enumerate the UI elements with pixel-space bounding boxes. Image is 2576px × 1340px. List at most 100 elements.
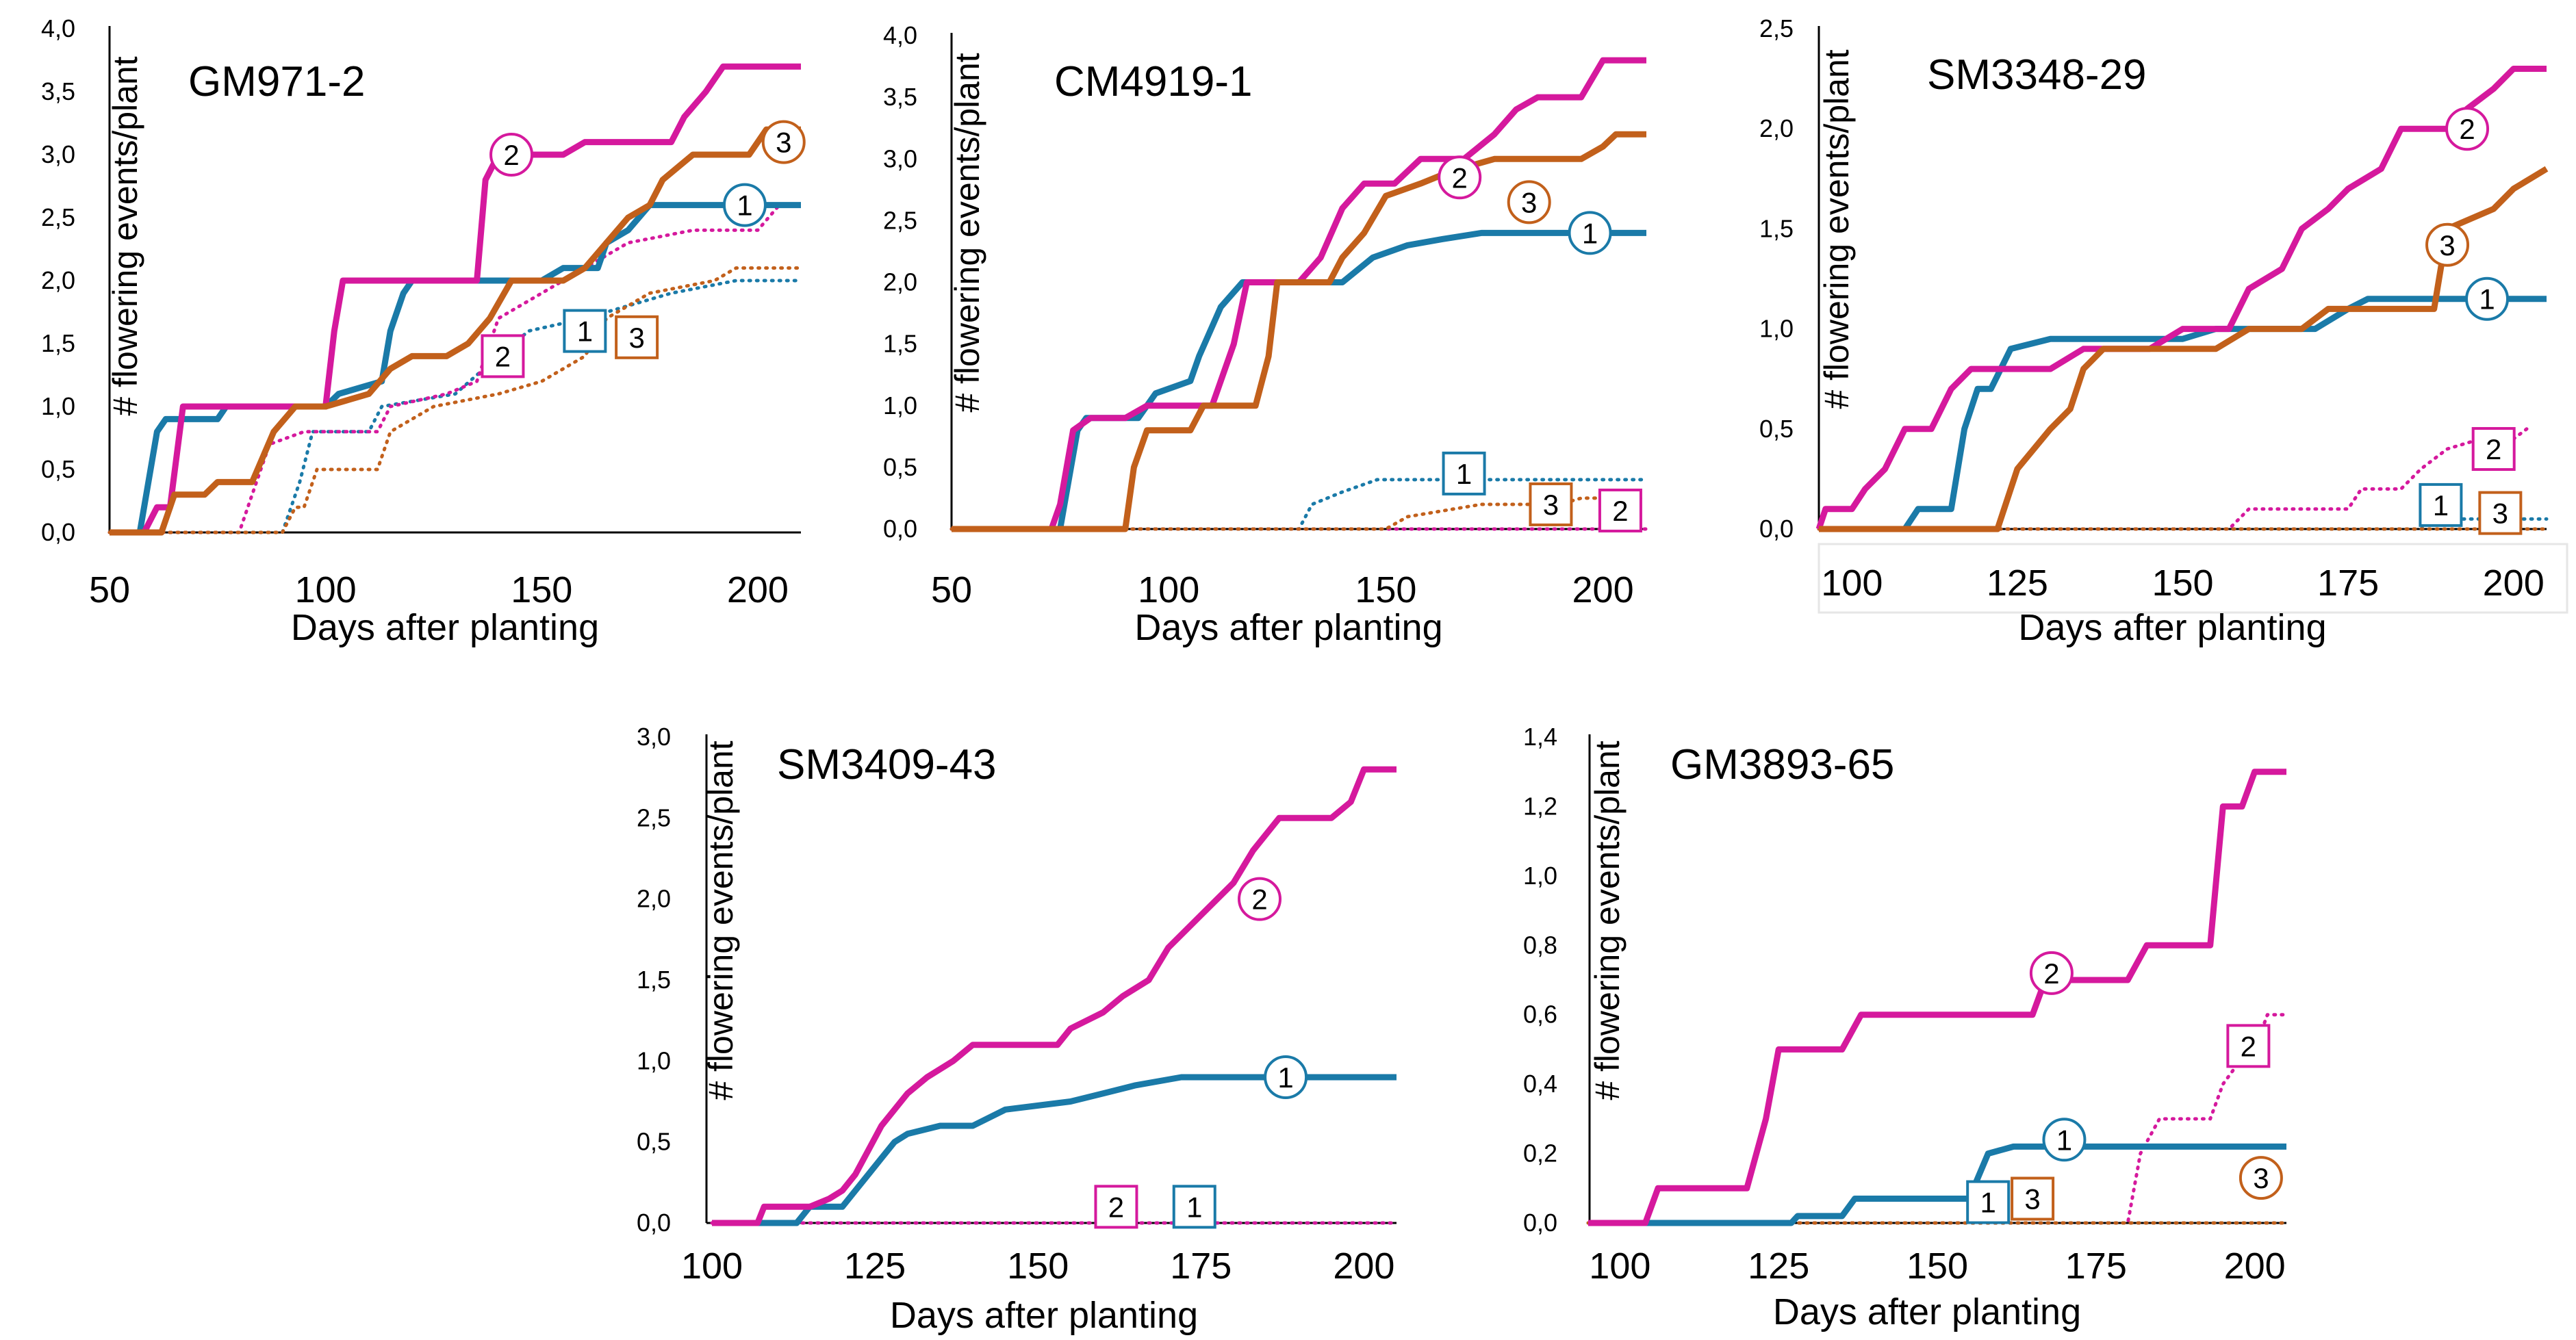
series-line-solid-1 bbox=[1588, 1143, 2286, 1226]
marker-label: 3 bbox=[2253, 1162, 2269, 1194]
y-tick-label: 2,5 bbox=[41, 203, 75, 231]
series-marker-circle-3: 3 bbox=[2425, 222, 2470, 267]
marker-label: 2 bbox=[2043, 957, 2059, 990]
chart-title: CM4919-1 bbox=[1054, 58, 1252, 105]
marker-square bbox=[1529, 482, 1573, 526]
x-tick-label: 150 bbox=[1007, 1246, 1069, 1287]
series-marker-square-1: 1 bbox=[563, 309, 607, 353]
chart-title: SM3409-43 bbox=[777, 741, 997, 788]
series-line-dotted-1 bbox=[107, 279, 803, 534]
y-axis-label: # flowering events/plant bbox=[702, 740, 740, 1100]
y-tick-label: 0,4 bbox=[1523, 1070, 1557, 1098]
x-tick-label: 100 bbox=[1821, 563, 1883, 604]
series-marker-circle-2: 2 bbox=[489, 133, 534, 177]
marker-label: 2 bbox=[1452, 162, 1468, 194]
x-tick-label: 100 bbox=[1138, 569, 1199, 610]
marker-square bbox=[1094, 1185, 1138, 1229]
series-marker-circle-2: 2 bbox=[2445, 107, 2490, 151]
series-marker-circle-3: 3 bbox=[761, 120, 806, 164]
y-tick-label: 3,0 bbox=[883, 144, 917, 172]
marker-label: 3 bbox=[2024, 1183, 2040, 1215]
marker-label: 1 bbox=[1582, 217, 1598, 249]
x-axis-label: Days after planting bbox=[291, 607, 599, 648]
series-marker-square-1: 1 bbox=[1172, 1185, 1216, 1229]
x-tick-label: 125 bbox=[844, 1246, 906, 1287]
y-tick-label: 0,5 bbox=[637, 1128, 671, 1156]
series-marker-circle-3: 3 bbox=[1507, 180, 1551, 224]
x-tick-label: 150 bbox=[1907, 1246, 1968, 1287]
chart-panel-cm4919-1: 0,0 0,5 1,0 1,5 2,0 2,5 3,0 3,5 4,0 50 100 150 200 Da… bbox=[883, 21, 1648, 648]
y-axis-label: # flowering events/plant bbox=[1588, 740, 1627, 1100]
marker-square bbox=[2011, 1176, 2055, 1221]
marker-circle bbox=[489, 133, 534, 177]
y-tick-label: 2,5 bbox=[883, 206, 917, 234]
y-tick-label: 2,0 bbox=[637, 885, 671, 913]
series-marker-circle-1: 1 bbox=[1264, 1055, 1308, 1099]
chart-panel-gm971-2: 0,0 0,5 1,0 1,5 2,0 2,5 3,0 3,5 4,0 50 100 150 200 Da… bbox=[41, 14, 806, 648]
marker-circle bbox=[1264, 1055, 1308, 1099]
y-tick-label: 0,0 bbox=[1523, 1209, 1557, 1237]
series-marker-square-3: 3 bbox=[1529, 482, 1573, 526]
series-line-solid-1 bbox=[712, 1074, 1397, 1226]
marker-square bbox=[1598, 488, 1642, 532]
series-line-solid-2 bbox=[1815, 66, 2547, 530]
marker-label: 1 bbox=[2479, 283, 2495, 315]
marker-circle bbox=[2029, 951, 2074, 995]
marker-square bbox=[2226, 1024, 2271, 1068]
x-tick-label: 100 bbox=[1589, 1246, 1650, 1287]
x-tick-label: 150 bbox=[1355, 569, 1416, 610]
y-tick-label: 0,0 bbox=[883, 515, 917, 543]
y-tick-label: 0,0 bbox=[1759, 515, 1794, 543]
series-marker-square-1: 1 bbox=[1966, 1180, 2011, 1224]
chart-panel-sm3409-43: 0,0 0,5 1,0 1,5 2,0 2,5 3,0 100 125 150 175 200 Days… bbox=[637, 723, 1399, 1336]
series-marker-circle-2: 2 bbox=[2029, 951, 2074, 995]
y-tick-label: 3,0 bbox=[41, 140, 75, 168]
y-tick-label: 4,0 bbox=[41, 14, 75, 42]
series-marker-square-1: 1 bbox=[1442, 451, 1486, 495]
marker-circle bbox=[1438, 155, 1482, 200]
y-tick-label: 1,5 bbox=[883, 330, 917, 358]
x-tick-label: 50 bbox=[931, 569, 972, 610]
series-marker-square-3: 3 bbox=[615, 315, 659, 359]
y-tick-label: 0,8 bbox=[1523, 931, 1557, 959]
series-marker-circle-3: 3 bbox=[2239, 1156, 2283, 1200]
y-tick-label: 0,0 bbox=[41, 518, 75, 546]
marker-label: 1 bbox=[1456, 458, 1472, 490]
x-tick-label: 200 bbox=[2483, 563, 2545, 604]
y-axis-label: # flowering events/plant bbox=[1818, 49, 1856, 409]
marker-label: 3 bbox=[2492, 498, 2508, 530]
marker-square bbox=[2471, 427, 2516, 472]
series-line-solid-1 bbox=[1819, 296, 2547, 532]
y-tick-label: 1,0 bbox=[883, 391, 917, 420]
marker-square bbox=[563, 309, 607, 353]
series-marker-square-2: 2 bbox=[1598, 488, 1642, 532]
x-tick-label: 100 bbox=[295, 569, 357, 610]
marker-label: 2 bbox=[503, 139, 519, 171]
marker-label: 1 bbox=[1186, 1191, 1202, 1223]
series-line-solid-3 bbox=[1819, 166, 2549, 532]
marker-label: 3 bbox=[776, 127, 791, 159]
y-tick-label: 0,5 bbox=[41, 455, 75, 483]
marker-label: 3 bbox=[628, 322, 644, 354]
marker-circle bbox=[2425, 222, 2470, 267]
y-tick-label: 3,5 bbox=[41, 77, 75, 105]
marker-label: 1 bbox=[577, 315, 593, 348]
y-tick-label: 0,2 bbox=[1523, 1139, 1557, 1168]
series-marker-circle-1: 1 bbox=[2465, 276, 2510, 321]
series-marker-circle-2: 2 bbox=[1238, 877, 1281, 921]
marker-square bbox=[2478, 491, 2523, 535]
x-axis-label: Days after planting bbox=[2018, 607, 2326, 648]
marker-label: 1 bbox=[2056, 1124, 2072, 1156]
series-marker-square-2: 2 bbox=[2226, 1024, 2271, 1068]
x-tick-label: 175 bbox=[2317, 563, 2379, 604]
series-line-solid-2 bbox=[712, 766, 1397, 1226]
x-tick-label: 100 bbox=[681, 1246, 743, 1287]
y-tick-label: 4,0 bbox=[883, 21, 917, 49]
y-tick-label: 2,5 bbox=[1759, 14, 1794, 42]
marker-circle bbox=[2239, 1156, 2283, 1200]
x-tick-label: 175 bbox=[2065, 1246, 2127, 1287]
y-tick-label: 1,0 bbox=[41, 392, 75, 420]
y-tick-label: 0,5 bbox=[1759, 415, 1794, 443]
